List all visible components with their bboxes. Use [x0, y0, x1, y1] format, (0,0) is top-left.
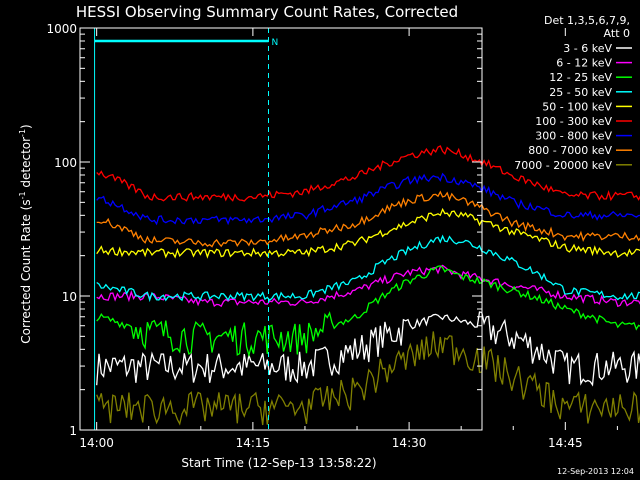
legend-label: 6 - 12 keV: [556, 57, 612, 70]
y-axis-label-end: ): [19, 124, 33, 129]
series-line-50-100-kev: [96, 207, 640, 259]
x-tick-label: 14:30: [392, 436, 427, 450]
y-tick-label: 1: [69, 424, 77, 438]
y-tick-label: 1000: [46, 22, 77, 36]
chart-title: HESSI Observing Summary Count Rates, Cor…: [76, 3, 458, 21]
x-tick-label: 14:15: [236, 436, 271, 450]
legend-label: 12 - 25 keV: [549, 71, 612, 84]
y-tick-label: 100: [54, 156, 77, 170]
x-axis-label: Start Time (12-Sep-13 13:58:22): [181, 456, 376, 470]
plot-frame: [79, 27, 483, 431]
y-axis-label: Corrected Count Rate (s-1 detector-1): [18, 124, 33, 343]
y-axis-label-main: Corrected Count Rate (s: [19, 199, 33, 343]
legend-label: 800 - 7000 keV: [528, 144, 612, 157]
night-markers: N: [94, 28, 279, 430]
legend-label: 3 - 6 keV: [563, 42, 612, 55]
y-tick-label: 10: [62, 290, 77, 304]
night-label-1: N: [272, 38, 279, 48]
legend-label: 25 - 50 keV: [549, 86, 612, 99]
series-line-6-12-kev: [96, 264, 640, 308]
plot-timestamp: 12-Sep-2013 12:04: [557, 467, 634, 476]
legend-header-line-2: Att 0: [604, 27, 630, 40]
series-line-100-300-kev: [96, 145, 640, 202]
x-tick-label: 14:45: [548, 436, 583, 450]
series-line-7000-20000-kev: [96, 331, 640, 426]
y-axis-label-sup-1: -1: [18, 191, 27, 199]
series-layer: [96, 145, 640, 426]
legend-label: 50 - 100 keV: [542, 100, 612, 113]
x-tick-label: 14:00: [79, 436, 114, 450]
legend-label: 7000 - 20000 keV: [514, 159, 612, 172]
legend: Det 1,3,5,6,7,9, Att 0 3 - 6 keV 6 - 12 k…: [514, 14, 632, 172]
series-line-3-6-kev: [96, 311, 640, 387]
y-axis-label-sup-2: -1: [18, 129, 27, 137]
y-axis: 1 10 100 1000: [46, 22, 482, 438]
series-line-25-50-kev: [96, 234, 640, 303]
series-line-12-25-kev: [96, 265, 640, 358]
legend-label: 300 - 800 keV: [535, 130, 612, 143]
series-line-800-7000-kev: [96, 190, 640, 248]
legend-header-line-1: Det 1,3,5,6,7,9,: [544, 14, 630, 27]
series-line-300-800-kev: [96, 172, 640, 226]
legend-label: 100 - 300 keV: [535, 115, 612, 128]
y-axis-label-mid: detector: [19, 137, 33, 192]
